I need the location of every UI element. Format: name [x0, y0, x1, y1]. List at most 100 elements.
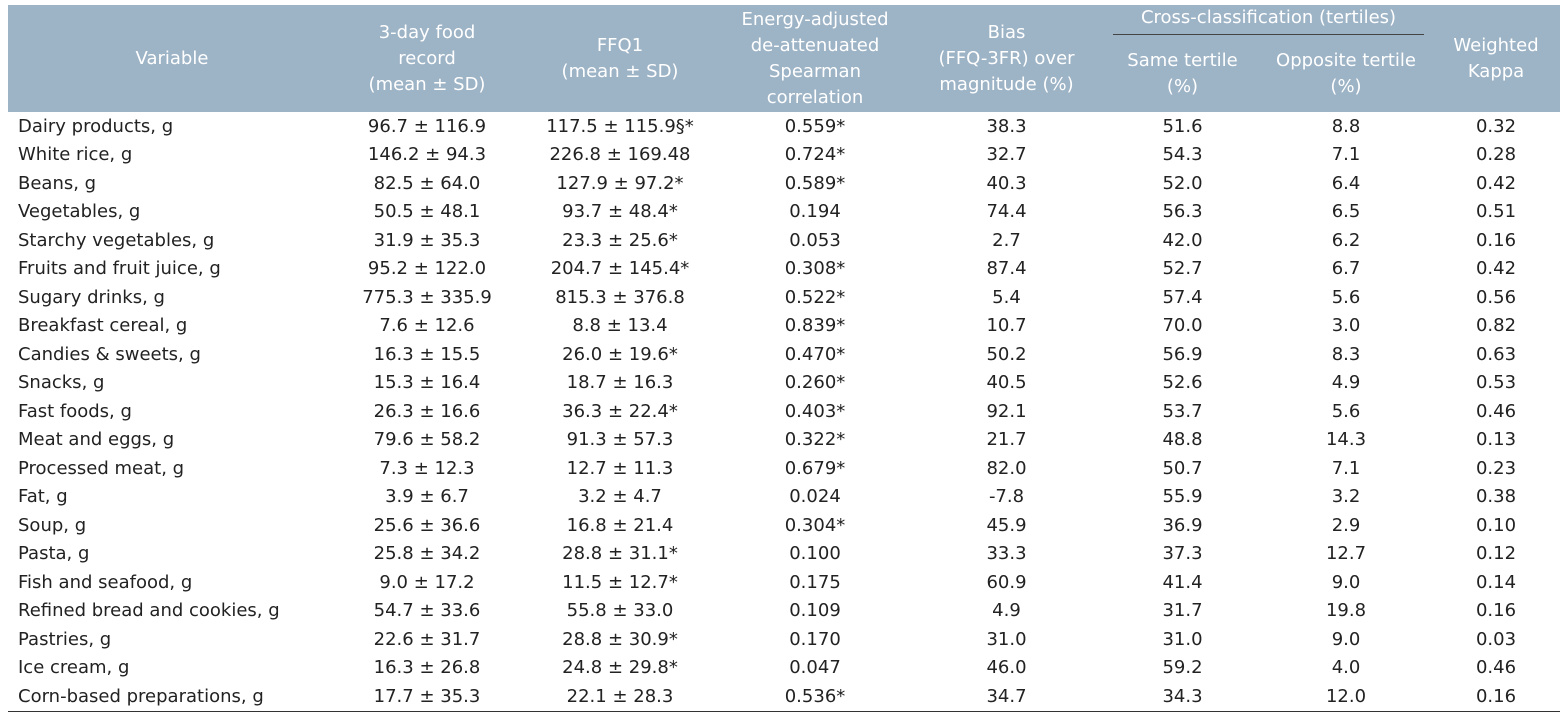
cell: 56.3 [1162, 201, 1203, 223]
cell: 0.559* [784, 115, 846, 137]
cell: 3.2 [1331, 486, 1361, 508]
cell: 93.7 ± 48.4* [562, 201, 678, 223]
cell: 15.3 ± 16.4 [373, 372, 481, 394]
cell: 0.42 [1475, 172, 1517, 194]
cell: 18.7 ± 16.3 [566, 372, 674, 394]
row-label: Fat, g [18, 486, 68, 508]
cell: 91.3 ± 57.3 [566, 429, 674, 451]
cell: 815.3 ± 376.8 [555, 286, 685, 308]
cell: 26.3 ± 16.6 [373, 400, 481, 422]
row-label: Processed meat, g [18, 457, 185, 479]
table-row: Breakfast cereal, g 7.6 ± 12.6 8.8 ± 13.4 0… [8, 312, 1560, 341]
cell: 56.9 [1162, 343, 1203, 365]
cell: 95.2 ± 122.0 [367, 258, 487, 280]
cell: 0.175 [789, 571, 841, 593]
cell: 7.1 [1331, 457, 1361, 479]
cell: 0.12 [1475, 543, 1517, 565]
row-label: Refined bread and cookies, g [18, 600, 280, 622]
cell: 0.10 [1475, 514, 1517, 536]
row-label: Fruits and fruit juice, g [18, 258, 221, 280]
header-line: Opposite tertile [1276, 49, 1416, 71]
cell: 12.7 [1325, 543, 1367, 565]
column-header: FFQ1 (mean ± SD) [518, 5, 722, 112]
cell: 87.4 [986, 258, 1027, 280]
group-label: Cross-classification (tertiles) [1113, 5, 1425, 35]
cell: 28.8 ± 30.9* [562, 628, 678, 650]
cell: 96.7 ± 116.9 [367, 115, 487, 137]
table-row: Fat, g 3.9 ± 6.7 3.2 ± 4.7 0.024 -7.8 55.9 3.2… [8, 483, 1560, 512]
cell: 21.7 [986, 429, 1027, 451]
cell: 5.4 [992, 286, 1021, 308]
cell: 7.6 ± 12.6 [379, 315, 475, 337]
table-body: Dairy products, g 96.7 ± 116.9 117.5 ± 115… [8, 112, 1561, 712]
cell: 7.3 ± 12.3 [379, 457, 475, 479]
cell: 10.7 [986, 315, 1027, 337]
header-line: FFQ1 [596, 34, 644, 56]
cell: 0.194 [789, 201, 841, 223]
header-line: (FFQ-3FR) over [938, 47, 1075, 69]
row-label: Dairy products, g [18, 115, 174, 137]
row-label: Vegetables, g [18, 201, 141, 223]
cell: 26.0 ± 19.6* [562, 343, 678, 365]
cell: 0.047 [789, 657, 841, 679]
header-line: (mean ± SD) [368, 73, 486, 95]
header-line: Bias [987, 21, 1026, 43]
cell: 0.46 [1475, 400, 1517, 422]
row-label: Starchy vegetables, g [18, 229, 215, 251]
row-label: Corn-based preparations, g [8, 682, 336, 712]
cell: 0.308* [784, 258, 846, 280]
table-row: Pasta, g 25.8 ± 34.2 28.8 ± 31.1* 0.100 33.3… [8, 540, 1560, 569]
cell: 0.024 [789, 486, 841, 508]
cell: 17.7 ± 35.3 [336, 682, 518, 712]
table-row: Starchy vegetables, g 31.9 ± 35.3 23.3 ± 2… [8, 226, 1560, 255]
cell: 0.16 [1475, 229, 1517, 251]
cell: 4.9 [1331, 372, 1361, 394]
cell: 0.839* [784, 315, 846, 337]
cell: 32.7 [986, 144, 1027, 166]
cell: 16.3 ± 15.5 [373, 343, 481, 365]
cell: 0.170 [789, 628, 841, 650]
cell: 2.7 [992, 229, 1021, 251]
cell: 36.3 ± 22.4* [562, 400, 678, 422]
header-line: Energy-adjusted [741, 8, 889, 30]
table-row: Soup, g 25.6 ± 36.6 16.8 ± 21.4 0.304* 45.9 3… [8, 511, 1560, 540]
cell: 34.3 [1105, 682, 1260, 712]
cell: 3.2 ± 4.7 [578, 486, 662, 508]
cell: 0.470* [784, 343, 846, 365]
header-line: 3-day food [378, 21, 476, 43]
cell: 74.4 [986, 201, 1027, 223]
table-row: Ice cream, g 16.3 ± 26.8 24.8 ± 29.8* 0.047… [8, 654, 1560, 683]
row-label: Pasta, g [18, 543, 90, 565]
cell: 8.3 [1331, 343, 1361, 365]
cell: 53.7 [1162, 400, 1203, 422]
cell: 0.46 [1475, 657, 1517, 679]
header-line: (%) [1330, 75, 1362, 97]
cell: 9.0 ± 17.2 [379, 571, 475, 593]
cell: 0.053 [789, 229, 841, 251]
table-row: Snacks, g 15.3 ± 16.4 18.7 ± 16.3 0.260* 40.… [8, 369, 1560, 398]
cell: 50.2 [986, 343, 1027, 365]
cell: 54.3 [1162, 144, 1203, 166]
table-row: Fast foods, g 26.3 ± 16.6 36.3 ± 22.4* 0.40… [8, 397, 1560, 426]
cell: 50.5 ± 48.1 [373, 201, 481, 223]
cell: 0.304* [784, 514, 846, 536]
cell: 0.724* [784, 144, 846, 166]
table-row: Fish and seafood, g 9.0 ± 17.2 11.5 ± 12.7… [8, 568, 1560, 597]
cell: 0.51 [1475, 201, 1517, 223]
row-label: Sugary drinks, g [18, 286, 165, 308]
cell: 5.6 [1331, 286, 1361, 308]
cell: 8.8 [1331, 115, 1361, 137]
cell: 31.9 ± 35.3 [373, 229, 481, 251]
cell: 48.8 [1162, 429, 1203, 451]
cell: 6.4 [1331, 172, 1361, 194]
table-row: Processed meat, g 7.3 ± 12.3 12.7 ± 11.3 0.… [8, 454, 1560, 483]
table-row: Sugary drinks, g 775.3 ± 335.9 815.3 ± 376… [8, 283, 1560, 312]
header-line: Same tertile [1127, 49, 1238, 71]
cell: 38.3 [986, 115, 1027, 137]
header-line: (%) [1166, 75, 1199, 97]
cell: 60.9 [986, 571, 1027, 593]
cell: 0.16 [1432, 682, 1561, 712]
cell: 0.14 [1475, 571, 1517, 593]
header-line: Weighted [1453, 34, 1539, 56]
group-header: Cross-classification (tertiles) [1105, 5, 1433, 35]
